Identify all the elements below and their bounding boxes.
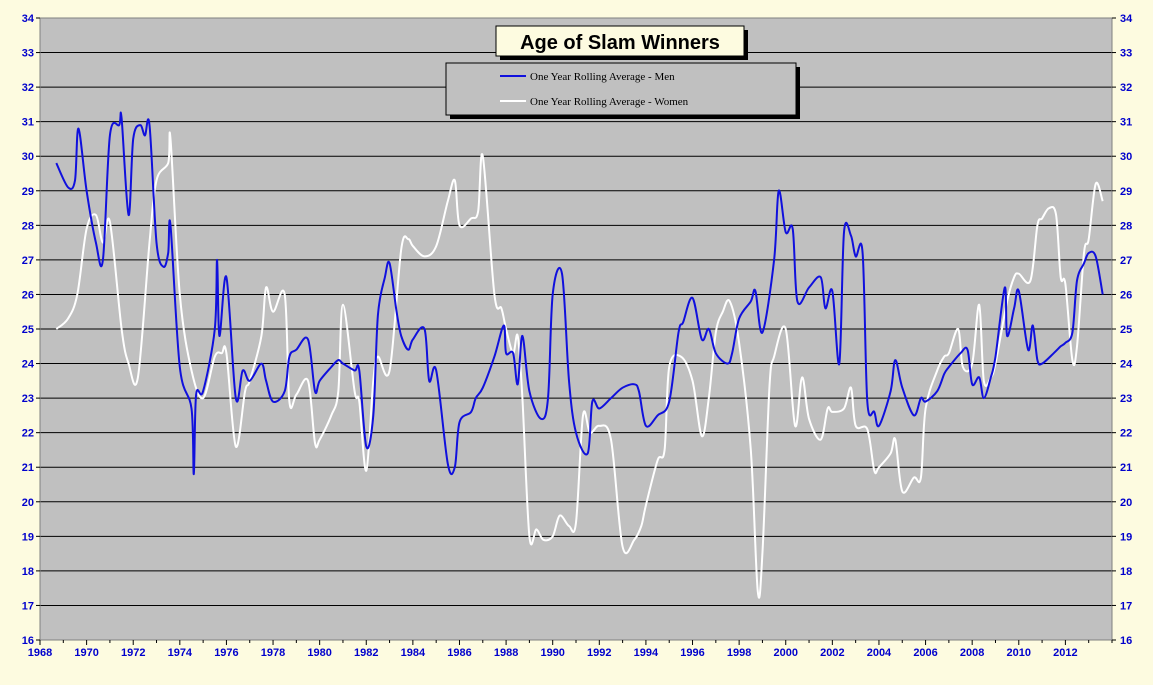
series-line-women <box>55 131 1104 599</box>
y-tick-label-left: 28 <box>22 220 34 232</box>
y-tick-label-right: 31 <box>1120 117 1132 129</box>
x-tick-label: 1986 <box>447 647 471 659</box>
y-tick-label-right: 27 <box>1120 255 1132 267</box>
legend-label-women: One Year Rolling Average - Women <box>530 96 689 108</box>
x-tick-label: 1976 <box>214 647 238 659</box>
y-tick-label-left: 16 <box>22 635 34 647</box>
legend: One Year Rolling Average - Men One Year … <box>445 62 800 119</box>
y-tick-label-right: 22 <box>1120 428 1132 440</box>
series-lines <box>55 111 1104 599</box>
x-tick-label: 2004 <box>867 647 892 659</box>
y-tick-label-left: 34 <box>22 13 35 25</box>
x-tick-label: 1996 <box>680 647 704 659</box>
y-tick-label-left: 33 <box>22 48 34 60</box>
x-tick-label: 1984 <box>401 647 426 659</box>
y-tick-label-right: 28 <box>1120 220 1132 232</box>
y-tick-label-left: 18 <box>22 566 34 578</box>
y-tick-label-left: 21 <box>22 462 34 474</box>
y-tick-label-right: 26 <box>1120 289 1132 301</box>
y-tick-label-left: 20 <box>22 497 34 509</box>
x-tick-label: 2008 <box>960 647 984 659</box>
y-tick-label-right: 32 <box>1120 82 1132 94</box>
x-tick-label: 1998 <box>727 647 751 659</box>
x-tick-label: 2012 <box>1053 647 1077 659</box>
y-tick-label-left: 17 <box>22 600 34 612</box>
y-tick-label-right: 21 <box>1120 462 1132 474</box>
x-axis: 1968 1970 1972 1974 1976 1978 1980 1982 1984 1986… <box>28 640 1113 659</box>
x-tick-label: 2002 <box>820 647 844 659</box>
y-tick-label-left: 24 <box>22 359 35 371</box>
x-tick-label: 1978 <box>261 647 285 659</box>
x-tick-label: 1970 <box>74 647 98 659</box>
y-tick-label-left: 29 <box>22 186 34 198</box>
y-tick-label-left: 26 <box>22 289 34 301</box>
x-tick-label: 1982 <box>354 647 378 659</box>
y-tick-label-right: 24 <box>1120 359 1133 371</box>
y-tick-label-left: 30 <box>22 151 34 163</box>
x-tick-label: 1992 <box>587 647 611 659</box>
chart-title: Age of Slam Winners <box>520 32 720 54</box>
x-tick-label: 1980 <box>307 647 331 659</box>
y-tick-label-right: 34 <box>1120 13 1133 25</box>
x-tick-label: 1988 <box>494 647 518 659</box>
y-tick-label-left: 32 <box>22 82 34 94</box>
y-axis-right: 16 17 18 19 20 21 22 23 24 25 26 27 28 29 30 31 32 33 34 <box>1112 13 1133 647</box>
y-tick-label-left: 19 <box>22 531 34 543</box>
y-tick-label-right: 17 <box>1120 600 1132 612</box>
y-tick-label-right: 20 <box>1120 497 1132 509</box>
x-tick-label: 2000 <box>773 647 797 659</box>
x-tick-label: 1990 <box>540 647 564 659</box>
legend-label-men: One Year Rolling Average - Men <box>530 71 675 83</box>
y-tick-label-left: 22 <box>22 428 34 440</box>
y-tick-label-right: 33 <box>1120 48 1132 60</box>
y-tick-label-left: 23 <box>22 393 34 405</box>
y-tick-label-right: 18 <box>1120 566 1132 578</box>
x-tick-label: 2010 <box>1007 647 1031 659</box>
x-tick-label: 1974 <box>168 647 193 659</box>
x-tick-label: 2006 <box>913 647 937 659</box>
y-tick-label-left: 25 <box>22 324 34 336</box>
series-line-men <box>55 111 1104 476</box>
y-tick-label-right: 19 <box>1120 531 1132 543</box>
y-tick-label-right: 25 <box>1120 324 1132 336</box>
y-tick-label-right: 30 <box>1120 151 1132 163</box>
x-tick-label: 1968 <box>28 647 52 659</box>
y-tick-label-right: 23 <box>1120 393 1132 405</box>
x-tick-label: 1994 <box>634 647 659 659</box>
gridlines <box>40 52 1112 606</box>
y-tick-label-right: 29 <box>1120 186 1132 198</box>
chart-title-box: Age of Slam Winners <box>495 25 748 60</box>
y-tick-label-left: 27 <box>22 255 34 267</box>
y-tick-label-right: 16 <box>1120 635 1132 647</box>
y-tick-label-left: 31 <box>22 117 34 129</box>
y-axis-left: 16 17 18 19 20 21 22 23 24 25 26 27 28 29 30 31 32 33 34 <box>22 13 40 647</box>
x-tick-label: 1972 <box>121 647 145 659</box>
